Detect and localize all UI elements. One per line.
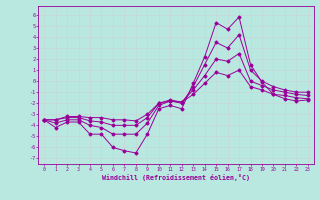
X-axis label: Windchill (Refroidissement éolien,°C): Windchill (Refroidissement éolien,°C) [102, 174, 250, 181]
